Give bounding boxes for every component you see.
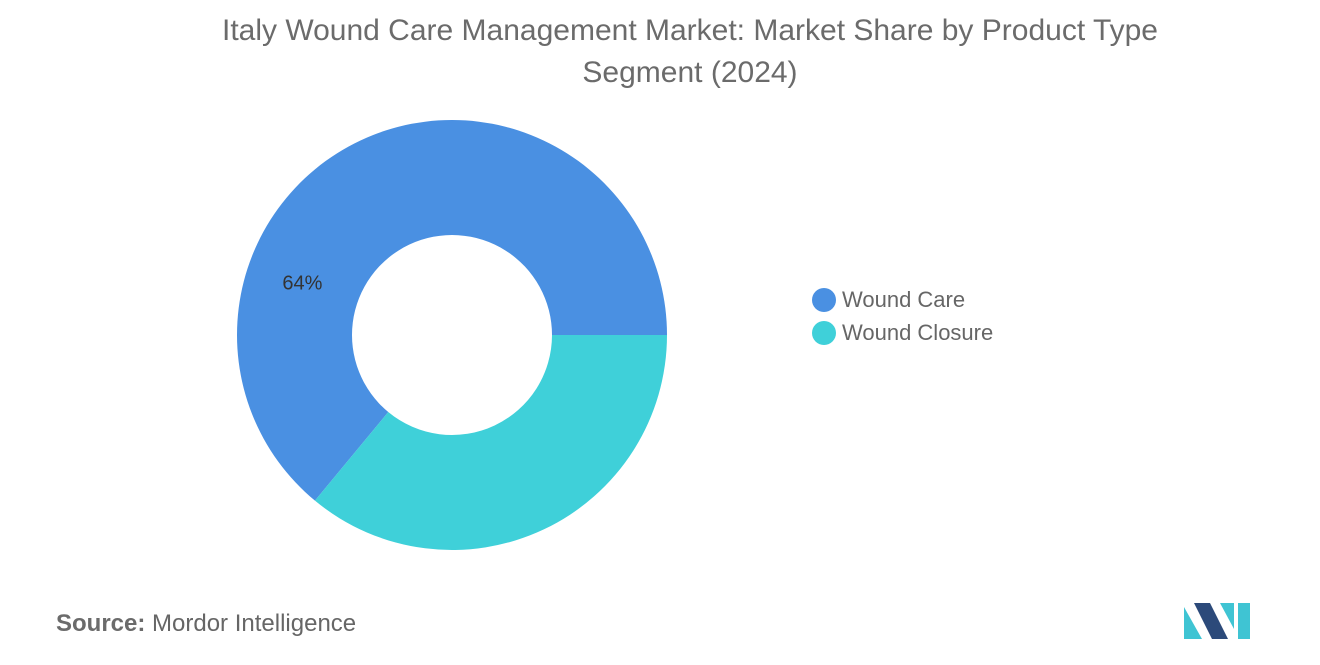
donut-data-labels: 64% bbox=[282, 273, 322, 295]
data-label-wound-care: 64% bbox=[282, 273, 322, 295]
source-prefix: Source: bbox=[56, 610, 146, 637]
donut-slice-wound-closure[interactable] bbox=[314, 335, 667, 550]
donut-slices bbox=[237, 119, 667, 550]
legend-label-wound-care: Wound Care bbox=[842, 286, 966, 312]
legend-item-wound-closure[interactable]: Wound Closure bbox=[812, 316, 993, 349]
legend-swatch-wound-closure bbox=[812, 320, 836, 345]
logo-shape-right bbox=[1238, 603, 1250, 639]
source-note: Source: Mordor Intelligence bbox=[56, 610, 356, 638]
legend-swatch-wound-care bbox=[812, 287, 836, 312]
mordor-intelligence-logo-icon bbox=[1184, 603, 1250, 639]
donut-slice-wound-care[interactable] bbox=[237, 119, 667, 501]
logo-shape-left bbox=[1184, 607, 1202, 639]
chart-legend: Wound Care Wound Closure bbox=[812, 283, 993, 349]
source-text: Mordor Intelligence bbox=[152, 610, 357, 637]
chart-title: Italy Wound Care Management Market: Mark… bbox=[221, 14, 1158, 89]
logo-shape-mid-right bbox=[1220, 603, 1234, 629]
logo-shape-mid-left bbox=[1194, 603, 1228, 639]
legend-item-wound-care[interactable]: Wound Care bbox=[812, 283, 993, 316]
legend-label-wound-closure: Wound Closure bbox=[842, 319, 994, 345]
